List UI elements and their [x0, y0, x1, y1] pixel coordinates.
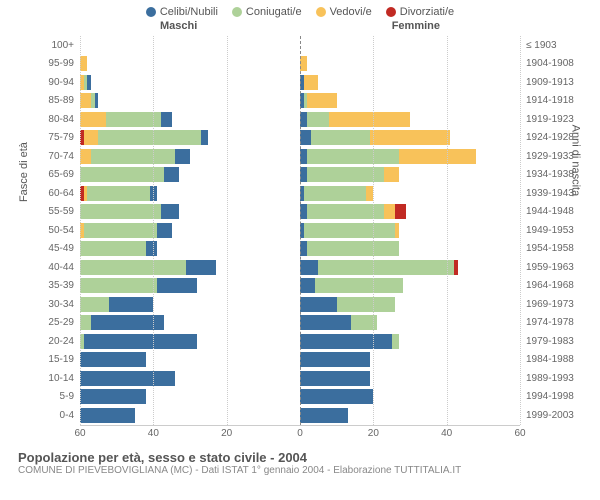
year-label: 1979-1983	[520, 336, 586, 347]
age-label: 90-94	[34, 77, 80, 88]
age-label: 0-4	[34, 410, 80, 421]
year-label: 1924-1928	[520, 132, 586, 143]
year-label: 1989-1993	[520, 373, 586, 384]
year-label: 1954-1958	[520, 243, 586, 254]
age-label: 85-89	[34, 95, 80, 106]
age-label: 5-9	[34, 391, 80, 402]
year-label: 1909-1913	[520, 77, 586, 88]
age-label: 100+	[34, 40, 80, 51]
x-tick: 0	[297, 428, 303, 439]
legend-item: Celibi/Nubili	[146, 6, 218, 18]
year-label: 1984-1988	[520, 354, 586, 365]
age-label: 30-34	[34, 299, 80, 310]
age-label: 25-29	[34, 317, 80, 328]
x-axis: 6040200204060	[80, 426, 520, 444]
year-label: 1974-1978	[520, 317, 586, 328]
legend-swatch	[316, 7, 326, 17]
year-label: 1944-1948	[520, 206, 586, 217]
age-label: 70-74	[34, 151, 80, 162]
age-label: 10-14	[34, 373, 80, 384]
legend-label: Divorziati/e	[400, 6, 454, 18]
y-axis-left-label: Fasce di età	[18, 142, 30, 202]
legend-item: Coniugati/e	[232, 6, 302, 18]
plot-area: 100+≤ 190395-991904-190890-941909-191385…	[80, 32, 520, 426]
x-tick: 20	[368, 428, 379, 439]
footer-subtitle: COMUNE DI PIEVEBOVIGLIANA (MC) - Dati IS…	[18, 465, 582, 476]
year-label: 1939-1943	[520, 188, 586, 199]
age-label: 15-19	[34, 354, 80, 365]
legend-swatch	[146, 7, 156, 17]
legend-item: Vedovi/e	[316, 6, 372, 18]
legend-label: Vedovi/e	[330, 6, 372, 18]
age-label: 80-84	[34, 114, 80, 125]
year-label: 1969-1973	[520, 299, 586, 310]
age-label: 55-59	[34, 206, 80, 217]
footer-title: Popolazione per età, sesso e stato civil…	[18, 450, 582, 465]
year-label: ≤ 1903	[520, 40, 586, 51]
year-label: 1999-2003	[520, 410, 586, 421]
x-tick: 20	[221, 428, 232, 439]
age-label: 65-69	[34, 169, 80, 180]
center-line	[300, 36, 301, 425]
year-label: 1934-1938	[520, 169, 586, 180]
year-label: 1994-1998	[520, 391, 586, 402]
legend-label: Coniugati/e	[246, 6, 302, 18]
year-label: 1929-1933	[520, 151, 586, 162]
x-tick: 40	[441, 428, 452, 439]
year-label: 1949-1953	[520, 225, 586, 236]
age-label: 75-79	[34, 132, 80, 143]
side-left: Maschi	[160, 20, 197, 32]
legend: Celibi/Nubili Coniugati/e Vedovi/e Divorzia…	[0, 0, 600, 20]
side-right: Femmine	[392, 20, 440, 32]
x-tick: 60	[74, 428, 85, 439]
age-label: 20-24	[34, 336, 80, 347]
x-tick: 60	[514, 428, 525, 439]
age-label: 60-64	[34, 188, 80, 199]
legend-swatch	[386, 7, 396, 17]
legend-label: Celibi/Nubili	[160, 6, 218, 18]
age-label: 95-99	[34, 58, 80, 69]
legend-swatch	[232, 7, 242, 17]
year-label: 1919-1923	[520, 114, 586, 125]
age-label: 45-49	[34, 243, 80, 254]
x-tick: 40	[148, 428, 159, 439]
year-label: 1904-1908	[520, 58, 586, 69]
age-label: 35-39	[34, 280, 80, 291]
year-label: 1959-1963	[520, 262, 586, 273]
year-label: 1914-1918	[520, 95, 586, 106]
chart: Maschi Femmine Fasce di età Anni di nasc…	[20, 20, 580, 444]
age-label: 40-44	[34, 262, 80, 273]
age-label: 50-54	[34, 225, 80, 236]
year-label: 1964-1968	[520, 280, 586, 291]
legend-item: Divorziati/e	[386, 6, 454, 18]
chart-footer: Popolazione per età, sesso e stato civil…	[0, 444, 600, 476]
